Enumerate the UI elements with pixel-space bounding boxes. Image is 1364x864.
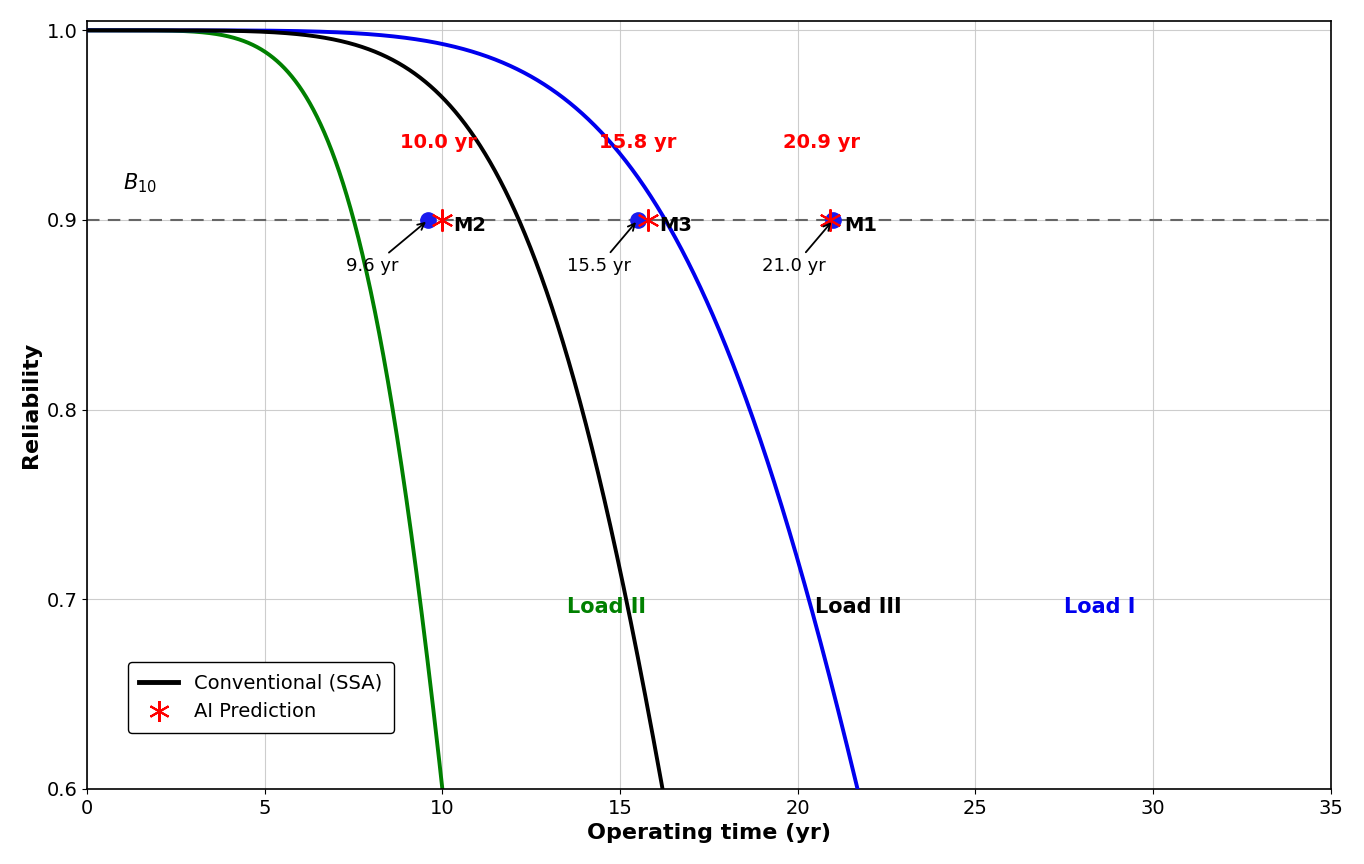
X-axis label: Operating time (yr): Operating time (yr): [587, 823, 831, 843]
Text: 21.0 yr: 21.0 yr: [762, 224, 831, 275]
Text: Load II: Load II: [566, 596, 645, 617]
Text: M2: M2: [453, 216, 486, 235]
Text: $B_{10}$: $B_{10}$: [123, 172, 157, 195]
Text: Load I: Load I: [1064, 596, 1136, 617]
Text: 9.6 yr: 9.6 yr: [346, 223, 424, 275]
Text: 15.5 yr: 15.5 yr: [566, 224, 634, 275]
Y-axis label: Reliability: Reliability: [20, 342, 41, 468]
Legend: Conventional (SSA), AI Prediction: Conventional (SSA), AI Prediction: [128, 662, 394, 733]
Text: 20.9 yr: 20.9 yr: [783, 133, 861, 152]
Text: Load III: Load III: [816, 596, 902, 617]
Text: 10.0 yr: 10.0 yr: [400, 133, 476, 152]
Text: M1: M1: [844, 216, 877, 235]
Text: 15.8 yr: 15.8 yr: [599, 133, 677, 152]
Text: M3: M3: [659, 216, 692, 235]
